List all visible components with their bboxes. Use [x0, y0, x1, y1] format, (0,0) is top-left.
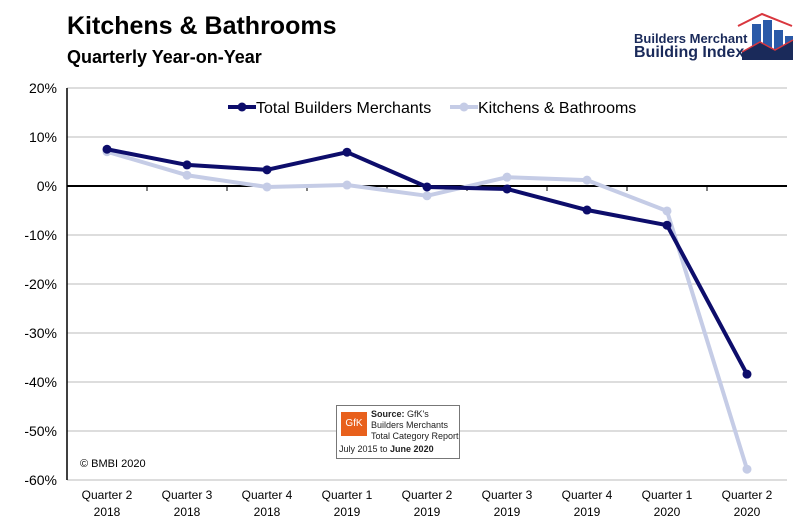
x-tick-label: 2018	[94, 505, 121, 519]
y-tick-label: -60%	[24, 472, 57, 488]
data-point	[662, 220, 672, 230]
logo-line2: Building Index	[634, 44, 745, 61]
y-tick-label: 20%	[29, 80, 57, 96]
x-tick-label: 2019	[494, 505, 521, 519]
house-chart-icon	[737, 12, 794, 60]
data-point	[102, 144, 112, 154]
source-line2: Builders Merchants	[371, 420, 449, 430]
copyright: © BMBI 2020	[80, 458, 146, 470]
data-point	[502, 184, 512, 194]
x-tick-label: Quarter 2	[402, 488, 453, 502]
x-tick-label: 2019	[574, 505, 601, 519]
data-point	[262, 182, 272, 192]
x-tick-label: 2018	[254, 505, 281, 519]
data-point	[422, 182, 432, 192]
y-tick-label: 0%	[37, 178, 57, 194]
y-tick-label: -40%	[24, 374, 57, 390]
source-date-from: July 2015 to	[339, 444, 391, 454]
x-tick-label: 2020	[654, 505, 681, 519]
data-point	[582, 175, 592, 185]
data-point	[582, 205, 592, 215]
x-tick-label: 2019	[334, 505, 361, 519]
x-tick-label: 2018	[174, 505, 201, 519]
y-tick-label: -10%	[24, 227, 57, 243]
data-point	[742, 369, 752, 379]
x-tick-label: Quarter 2	[722, 488, 773, 502]
data-point	[502, 172, 512, 182]
data-point	[262, 165, 272, 175]
legend-marker	[237, 102, 247, 112]
legend-label: Total Builders Merchants	[256, 100, 431, 117]
y-tick-label: -30%	[24, 325, 57, 341]
legend-label: Kitchens & Bathrooms	[478, 100, 636, 117]
y-tick-label: -20%	[24, 276, 57, 292]
y-tick-label: 10%	[29, 129, 57, 145]
data-point	[342, 147, 352, 157]
legend-marker	[459, 102, 469, 112]
bmbi-logo: Builders Merchant Building Index	[630, 10, 795, 62]
data-point	[662, 206, 672, 216]
data-point	[182, 160, 192, 170]
x-tick-label: Quarter 3	[162, 488, 213, 502]
x-tick-label: 2020	[734, 505, 761, 519]
source-line1: GfK's	[407, 409, 429, 419]
logo-line1: Builders Merchant	[634, 31, 748, 46]
x-tick-label: Quarter 2	[82, 488, 133, 502]
source-box: GfK Source: GfK's Builders Merchants Tot…	[336, 405, 460, 459]
source-label: Source:	[371, 409, 405, 419]
chart-subtitle: Quarterly Year-on-Year	[67, 47, 262, 67]
data-point	[422, 191, 432, 201]
data-point	[742, 464, 752, 474]
source-date-to: June 2020	[390, 444, 434, 454]
y-tick-label: -50%	[24, 423, 57, 439]
x-tick-label: Quarter 4	[242, 488, 293, 502]
data-point	[342, 180, 352, 190]
gfk-logo: GfK	[341, 412, 367, 436]
data-point	[182, 170, 192, 180]
chart-title: Kitchens & Bathrooms	[67, 12, 337, 40]
x-tick-label: Quarter 1	[322, 488, 373, 502]
x-tick-label: Quarter 1	[642, 488, 693, 502]
x-tick-label: 2019	[414, 505, 441, 519]
x-tick-label: Quarter 3	[482, 488, 533, 502]
x-tick-label: Quarter 4	[562, 488, 613, 502]
source-line3: Total Category Report	[371, 431, 459, 441]
